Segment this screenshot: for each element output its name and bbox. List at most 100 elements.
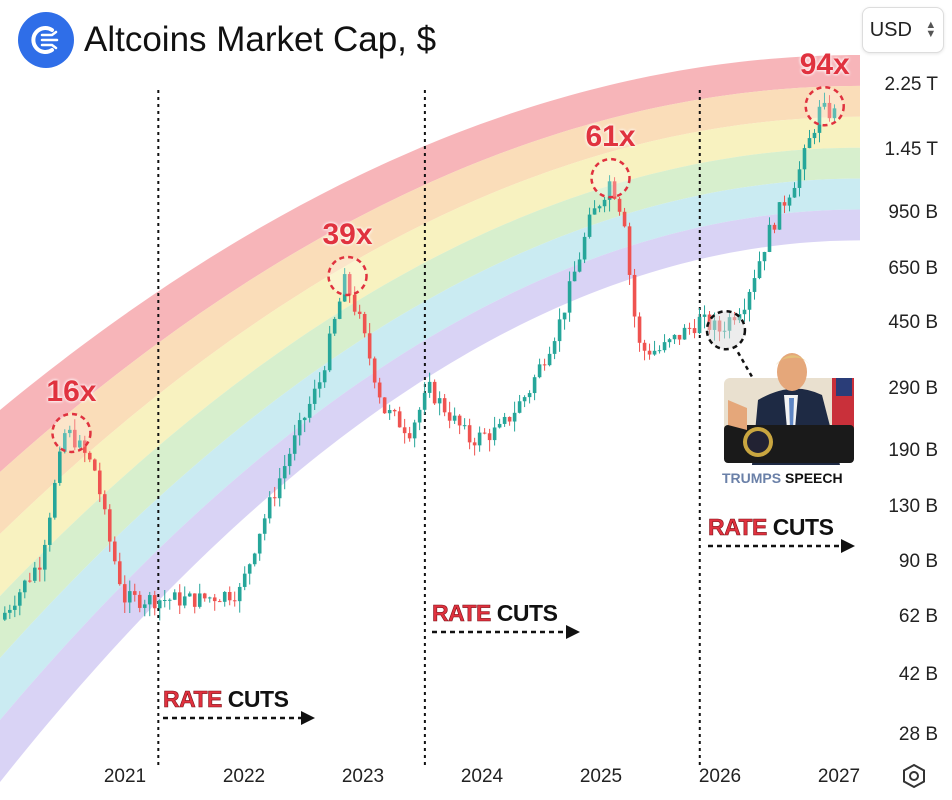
candle-body <box>3 612 7 620</box>
candle-body <box>77 440 82 448</box>
candle-body <box>602 199 607 207</box>
candle-body <box>167 599 172 601</box>
candle-body <box>427 381 432 393</box>
candle-body <box>387 409 392 414</box>
candle-body <box>557 319 562 342</box>
candle-body <box>337 301 342 319</box>
candle-body <box>252 553 257 565</box>
candle-body <box>247 564 252 574</box>
candle-body <box>8 609 12 613</box>
candle-body <box>232 600 237 602</box>
candle-body <box>382 397 387 414</box>
peak-multiplier-label: 16x <box>46 374 97 408</box>
candle-body <box>227 591 232 601</box>
candle-body <box>62 433 67 452</box>
y-tick-label: 28 B <box>898 724 938 745</box>
candle-body <box>262 518 267 534</box>
candle-body <box>822 102 827 107</box>
y-tick-label: 950 B <box>888 201 938 223</box>
candle-body <box>267 497 272 519</box>
candle-body <box>657 350 662 352</box>
candle-body <box>352 294 357 312</box>
candle-body <box>302 417 307 421</box>
candle-body <box>317 382 322 389</box>
candle-body <box>632 274 637 317</box>
candle-body <box>577 259 582 272</box>
candle-body <box>237 586 242 602</box>
x-tick-label: 2024 <box>460 766 504 787</box>
y-tick-label: 450 B <box>888 312 938 334</box>
x-tick-label: 2026 <box>698 766 742 787</box>
candle-body <box>762 251 767 262</box>
candle-body <box>777 202 782 230</box>
candle-body <box>192 593 197 607</box>
candle-body <box>662 342 667 351</box>
candle-body <box>282 466 287 479</box>
candle-body <box>667 339 672 343</box>
candle-body <box>257 533 262 554</box>
candle-body <box>327 333 332 371</box>
candle-body <box>537 364 542 378</box>
candle-body <box>747 291 752 310</box>
candle-body <box>542 364 547 366</box>
candle-body <box>292 435 297 454</box>
candle-body <box>322 370 327 383</box>
candle-body <box>532 377 537 394</box>
candle-body <box>132 591 137 595</box>
candle-body <box>222 591 227 602</box>
peak-multiplier-label: 61x <box>585 120 636 154</box>
candle-body <box>272 497 277 499</box>
candle-body <box>477 432 482 446</box>
candle-body <box>312 388 317 404</box>
candle-body <box>587 214 592 237</box>
candle-body <box>57 451 62 483</box>
candle-body <box>97 470 102 495</box>
rate-word: RATE <box>708 514 768 541</box>
candle-body <box>147 595 152 605</box>
x-tick-label: 2023 <box>341 766 385 787</box>
candle-body <box>772 224 777 230</box>
y-tick-label: 62 B <box>898 606 938 628</box>
currency-select[interactable]: USD ▲ ▼ <box>862 7 944 53</box>
candle-body <box>342 274 347 302</box>
candle-body <box>127 591 132 603</box>
rate-word: RATE <box>163 686 223 713</box>
candle-body <box>347 274 352 295</box>
candle-body <box>402 427 407 434</box>
y-tick-label: 1.45 T <box>884 139 938 161</box>
candle-body <box>422 392 427 410</box>
candle-body <box>32 567 37 581</box>
currency-value: USD <box>869 18 912 41</box>
rate-word: RATE <box>432 600 492 627</box>
chevron-updown-icon: ▲ ▼ <box>925 19 937 40</box>
y-tick-label: 290 B <box>888 377 938 399</box>
candle-body <box>122 584 127 603</box>
y-tick-label: 42 B <box>898 663 938 685</box>
candle-body <box>37 567 42 570</box>
candle-body <box>617 198 622 212</box>
candle-body <box>567 281 572 313</box>
candle-body <box>47 517 52 545</box>
candle-body <box>207 597 212 599</box>
y-tick-label: 130 B <box>888 496 938 518</box>
speech-label: TRUMPS SPEECH <box>722 470 843 486</box>
candle-body <box>472 442 477 446</box>
settings-icon[interactable] <box>900 762 928 795</box>
candle-body <box>552 341 557 354</box>
speech-pointer <box>736 351 756 381</box>
candle-body <box>397 411 402 428</box>
candle-body <box>607 181 612 200</box>
arrow-head-icon <box>566 625 580 639</box>
peak-multiplier-label: 39x <box>322 218 373 251</box>
candle-body <box>172 592 177 600</box>
candle-body <box>487 433 492 441</box>
candle-body <box>392 409 397 412</box>
candle-body <box>187 593 192 597</box>
candle-body <box>677 334 682 340</box>
candle-body <box>197 593 202 607</box>
candle-body <box>527 393 532 398</box>
y-tick-label: 90 B <box>898 550 938 572</box>
candle-body <box>72 429 77 448</box>
candle-body <box>562 312 567 320</box>
